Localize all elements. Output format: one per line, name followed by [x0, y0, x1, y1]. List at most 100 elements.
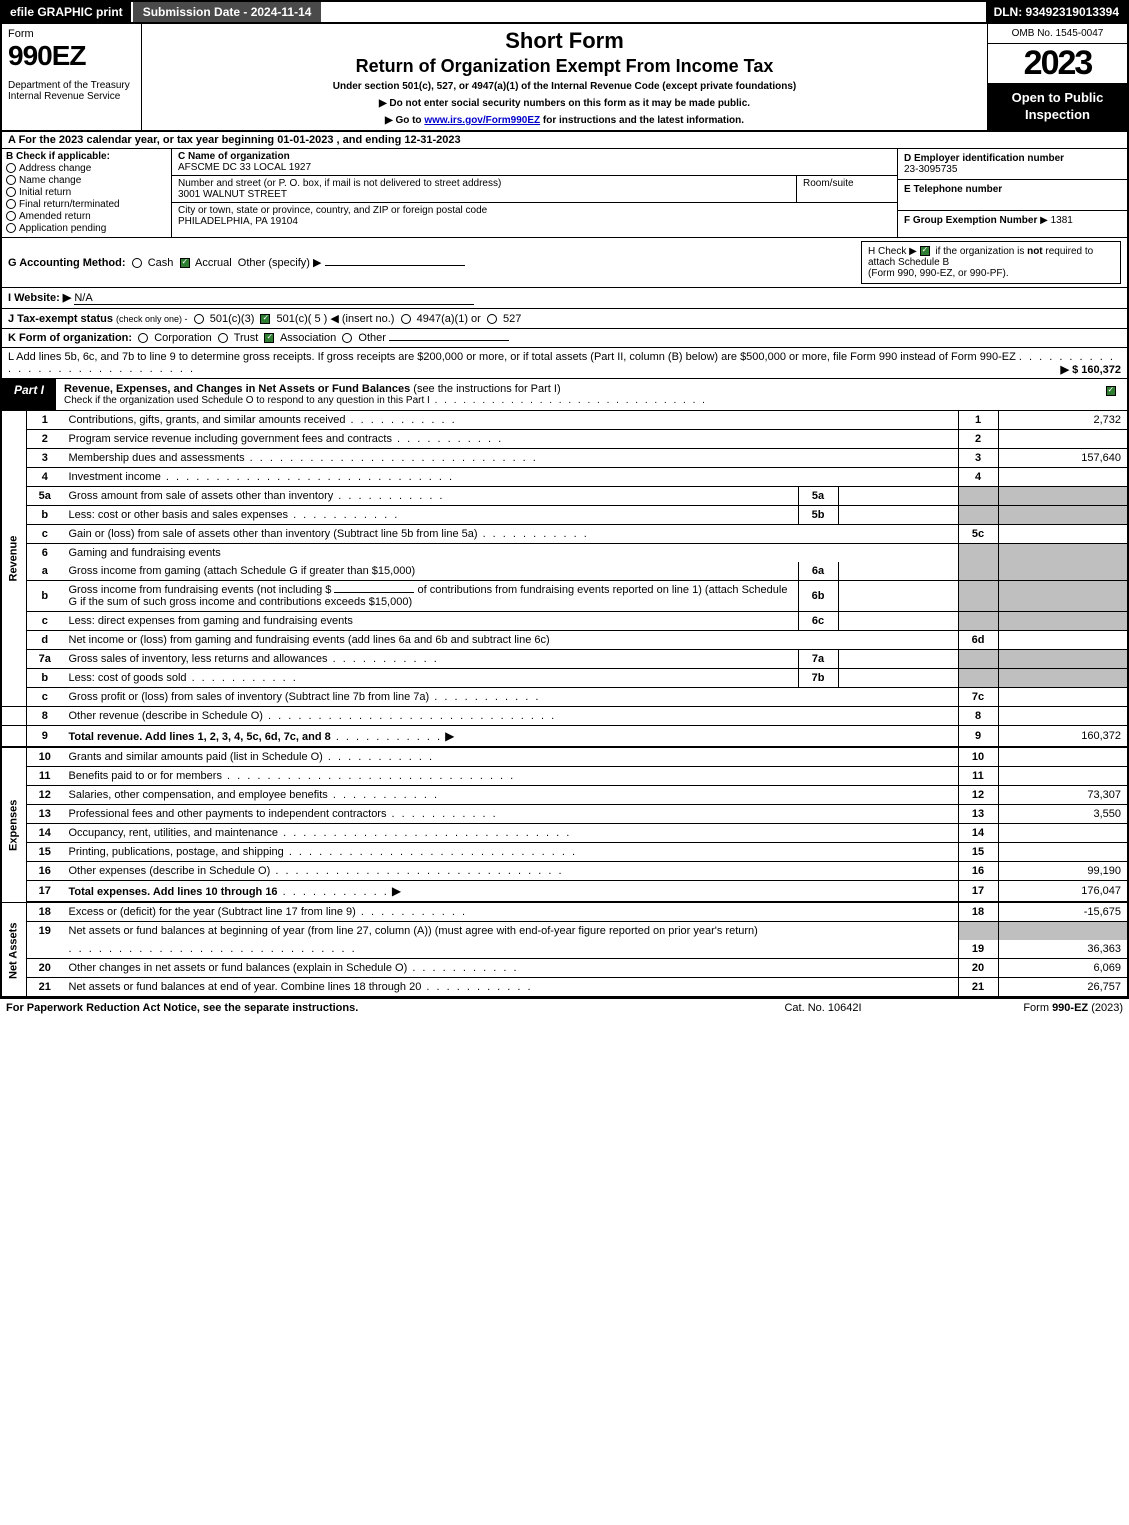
line-amount: 73,307 — [998, 786, 1128, 805]
check-trust[interactable] — [218, 333, 228, 343]
check-label: Name change — [19, 175, 81, 186]
tax-year: 2023 — [988, 44, 1127, 84]
line-desc: Printing, publications, postage, and shi… — [63, 843, 959, 862]
form-org-label: K Form of organization: — [8, 332, 132, 344]
efile-print-label[interactable]: efile GRAPHIC print — [2, 2, 131, 22]
line-num: c — [27, 688, 63, 707]
mini-num: 5a — [798, 487, 838, 506]
line-rnum: 3 — [958, 449, 998, 468]
line-num: 11 — [27, 767, 63, 786]
check-initial-return[interactable]: Initial return — [6, 187, 167, 198]
check-amended[interactable]: Amended return — [6, 211, 167, 222]
check-app-pending[interactable]: Application pending — [6, 223, 167, 234]
line-rnum: 13 — [958, 805, 998, 824]
check-527[interactable] — [487, 314, 497, 324]
line-desc: Contributions, gifts, grants, and simila… — [63, 411, 959, 430]
dots — [345, 414, 456, 426]
mini-val — [838, 612, 958, 631]
shaded-cell — [958, 544, 998, 563]
ein-label: D Employer identification number — [904, 153, 1064, 164]
line-rnum: 14 — [958, 824, 998, 843]
desc-text: Net assets or fund balances at end of ye… — [69, 981, 422, 993]
note-ssn: ▶ Do not enter social security numbers o… — [148, 98, 981, 109]
desc-text: Gross amount from sale of assets other t… — [69, 490, 334, 502]
desc-text: Salaries, other compensation, and employ… — [69, 789, 328, 801]
shaded-cell — [998, 669, 1128, 688]
mini-val — [838, 650, 958, 669]
other-method-input[interactable] — [325, 265, 465, 266]
dots — [478, 528, 589, 540]
check-cash[interactable] — [132, 258, 142, 268]
shaded-cell — [958, 669, 998, 688]
mini-val — [838, 581, 958, 612]
line-rnum: 18 — [958, 903, 998, 922]
line-rnum: 16 — [958, 862, 998, 881]
line-desc: Gross income from fundraising events (no… — [63, 581, 799, 612]
check-schedule-b[interactable] — [920, 246, 930, 256]
check-other-org[interactable] — [342, 333, 352, 343]
line-desc: Salaries, other compensation, and employ… — [63, 786, 959, 805]
line-num: b — [27, 581, 63, 612]
part1-check-o[interactable] — [1097, 379, 1127, 410]
line-num: c — [27, 525, 63, 544]
check-4947[interactable] — [401, 314, 411, 324]
irs-link[interactable]: www.irs.gov/Form990EZ — [424, 115, 540, 126]
line-desc — [63, 940, 959, 959]
vlabel-spacer — [1, 726, 27, 748]
shaded-cell — [998, 487, 1128, 506]
other-org-input[interactable] — [389, 340, 509, 341]
footer-right: Form 990-EZ (2023) — [923, 1002, 1123, 1014]
line-desc: Occupancy, rent, utilities, and maintena… — [63, 824, 959, 843]
dots — [263, 710, 556, 722]
line-desc: Total revenue. Add lines 1, 2, 3, 4, 5c,… — [63, 726, 959, 748]
mini-num: 6c — [798, 612, 838, 631]
check-label: Amended return — [19, 211, 91, 222]
line-num: b — [27, 506, 63, 525]
page-footer: For Paperwork Reduction Act Notice, see … — [0, 998, 1129, 1017]
line-num: 19 — [27, 922, 63, 941]
line-desc: Net assets or fund balances at end of ye… — [63, 978, 959, 998]
line-amount — [998, 824, 1128, 843]
check-corp[interactable] — [138, 333, 148, 343]
line-desc: Program service revenue including govern… — [63, 430, 959, 449]
line-num: 15 — [27, 843, 63, 862]
dots — [421, 981, 532, 993]
line-amount — [998, 767, 1128, 786]
footer-left: For Paperwork Reduction Act Notice, see … — [6, 1002, 723, 1014]
group-exempt-label: F Group Exemption Number — [904, 215, 1037, 226]
subtitle: Under section 501(c), 527, or 4947(a)(1)… — [148, 81, 981, 92]
line-num: 20 — [27, 959, 63, 978]
check-address-change[interactable]: Address change — [6, 163, 167, 174]
row-k: K Form of organization: Corporation Trus… — [0, 329, 1129, 348]
line-num: 16 — [27, 862, 63, 881]
check-final-return[interactable]: Final return/terminated — [6, 199, 167, 210]
line-num: 18 — [27, 903, 63, 922]
line-amount: 36,363 — [998, 940, 1128, 959]
contrib-blank[interactable] — [334, 592, 414, 593]
shaded-cell — [998, 922, 1128, 941]
opt-527: 527 — [503, 313, 521, 325]
dots — [161, 471, 454, 483]
vlabel-spacer — [1, 707, 27, 726]
form-header: Form 990EZ Department of the Treasury In… — [0, 22, 1129, 132]
line-rnum: 8 — [958, 707, 998, 726]
line-desc: Gross profit or (loss) from sales of inv… — [63, 688, 959, 707]
line-num: 17 — [27, 881, 63, 903]
line-desc: Less: cost of goods sold — [63, 669, 799, 688]
line-rnum: 5c — [958, 525, 998, 544]
accrual-label: Accrual — [195, 257, 232, 269]
org-room: Room/suite — [797, 176, 897, 202]
check-501c[interactable] — [260, 314, 270, 324]
check-assoc[interactable] — [264, 333, 274, 343]
check-name-change[interactable]: Name change — [6, 175, 167, 186]
check-501c3[interactable] — [194, 314, 204, 324]
line-desc: Less: cost or other basis and sales expe… — [63, 506, 799, 525]
check-accrual[interactable] — [180, 258, 190, 268]
opt-corp: Corporation — [154, 332, 211, 344]
check-label: Address change — [19, 163, 91, 174]
box-d: D Employer identification number 23-3095… — [898, 149, 1127, 180]
dots — [278, 886, 389, 898]
dots — [386, 808, 497, 820]
org-name-row: C Name of organization AFSCME DC 33 LOCA… — [172, 149, 897, 176]
form-label: Form — [8, 28, 135, 40]
